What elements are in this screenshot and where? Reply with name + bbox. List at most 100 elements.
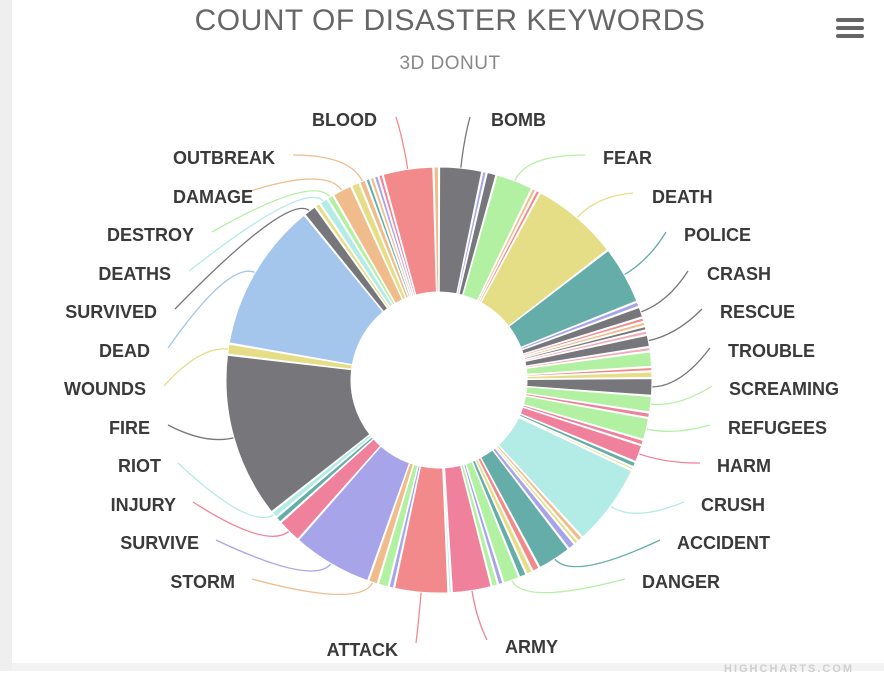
label-bomb: BOMB (491, 110, 546, 130)
slice-unlabeled[interactable] (463, 463, 504, 586)
slice-dead[interactable] (228, 214, 384, 366)
slice-unlabeled[interactable] (442, 467, 452, 594)
menu-bar-icon (836, 34, 864, 38)
connector-death (575, 192, 634, 220)
slice-unlabeled[interactable] (525, 393, 650, 419)
slice-unlabeled[interactable] (474, 458, 533, 575)
label-dead: DEAD (99, 341, 150, 361)
slice-wounds[interactable] (227, 343, 353, 370)
connector-storm (251, 578, 375, 596)
menu-bar-icon (836, 18, 864, 22)
label-destroy: DESTROY (107, 225, 194, 245)
chart-subtitle: 3D DONUT (399, 53, 501, 74)
slice-death[interactable] (480, 192, 609, 327)
chart-credit: HIGHCHARTS.COM (724, 663, 855, 675)
slice-unlabeled[interactable] (477, 457, 540, 572)
slice-unlabeled[interactable] (477, 188, 537, 303)
connector-fear (513, 154, 586, 183)
label-screaming: SCREAMING (729, 379, 839, 399)
connector-damage (243, 178, 344, 194)
connector-screaming (648, 385, 713, 406)
slice-fire[interactable] (225, 354, 371, 513)
slice-riot[interactable] (271, 434, 373, 518)
slice-army[interactable] (444, 464, 492, 594)
slice-unlabeled[interactable] (522, 317, 645, 357)
slice-unlabeled[interactable] (377, 463, 419, 588)
slice-unlabeled[interactable] (496, 444, 583, 542)
slice-unlabeled[interactable] (456, 171, 487, 295)
slice-unlabeled[interactable] (523, 321, 646, 359)
bottom-edge-strip (12, 663, 884, 671)
slice-crush[interactable] (497, 416, 633, 538)
slice-destroy[interactable] (327, 194, 396, 306)
connector-refugees (644, 424, 711, 432)
slice-unlabeled[interactable] (369, 176, 413, 298)
slice-blood[interactable] (382, 166, 437, 296)
slice-unlabeled[interactable] (460, 463, 499, 587)
hamburger-menu-icon[interactable] (834, 14, 866, 42)
slice-unlabeled[interactable] (378, 174, 417, 297)
slice-survive[interactable] (297, 445, 411, 582)
slice-fear[interactable] (462, 174, 533, 302)
slice-injury[interactable] (280, 438, 382, 541)
slice-trouble[interactable] (526, 378, 653, 396)
connector-trouble (649, 347, 711, 388)
slice-unlabeled[interactable] (350, 182, 407, 301)
slice-police[interactable] (508, 249, 638, 348)
slice-unlabeled[interactable] (433, 166, 440, 293)
slice-unlabeled[interactable] (275, 436, 375, 523)
slice-unlabeled[interactable] (388, 464, 421, 589)
label-deaths: DEATHS (98, 264, 171, 284)
slice-danger[interactable] (465, 460, 520, 584)
slice-unlabeled[interactable] (524, 330, 648, 362)
slice-bomb[interactable] (438, 166, 483, 295)
label-storm: STORM (170, 572, 235, 592)
connector-destroy (211, 190, 332, 233)
slice-storm[interactable] (368, 462, 415, 585)
slice-damage[interactable] (332, 185, 404, 305)
connector-harm (636, 452, 701, 464)
slice-unlabeled[interactable] (365, 178, 411, 298)
slice-unlabeled[interactable] (494, 446, 579, 545)
slice-rescue[interactable] (524, 334, 650, 367)
slice-outbreak[interactable] (359, 179, 410, 299)
slice-unlabeled[interactable] (518, 413, 636, 468)
donut-slices (225, 166, 653, 594)
left-edge-strip (0, 0, 12, 671)
slice-screaming[interactable] (525, 386, 652, 413)
label-army: ARMY (505, 637, 558, 657)
label-harm: HARM (717, 456, 771, 476)
slice-unlabeled[interactable] (526, 366, 653, 377)
connector-dead (167, 270, 258, 349)
slice-unlabeled[interactable] (458, 171, 497, 296)
slice-harm[interactable] (519, 406, 643, 463)
slice-crash[interactable] (521, 306, 644, 355)
slice-deaths[interactable] (319, 198, 394, 308)
label-survived: SURVIVED (65, 302, 157, 322)
slice-unlabeled[interactable] (373, 175, 415, 297)
slice-unlabeled[interactable] (525, 346, 651, 369)
label-fire: FIRE (109, 418, 150, 438)
slice-survived[interactable] (304, 206, 389, 313)
connector-outbreak (292, 154, 364, 184)
label-damage: DAMAGE (173, 187, 253, 207)
label-wounds: WOUNDS (64, 379, 146, 399)
connector-wounds (163, 348, 231, 387)
slice-refugees[interactable] (522, 395, 650, 440)
slice-unlabeled[interactable] (471, 459, 527, 578)
slice-unlabeled[interactable] (314, 203, 391, 309)
slice-unlabeled[interactable] (526, 371, 653, 380)
slice-unlabeled[interactable] (520, 301, 640, 351)
slice-unlabeled[interactable] (478, 190, 541, 304)
label-crush: CRUSH (701, 495, 765, 515)
slice-unlabeled[interactable] (522, 404, 644, 446)
label-danger: DANGER (642, 572, 720, 592)
connector-crush (608, 501, 685, 514)
slice-unlabeled[interactable] (525, 351, 653, 375)
slice-unlabeled[interactable] (523, 326, 647, 360)
slice-unlabeled[interactable] (492, 447, 576, 550)
slice-accident[interactable] (480, 449, 569, 569)
label-connectors (163, 116, 713, 644)
slice-attack[interactable] (394, 465, 449, 594)
slice-unlabeled[interactable] (518, 415, 634, 471)
